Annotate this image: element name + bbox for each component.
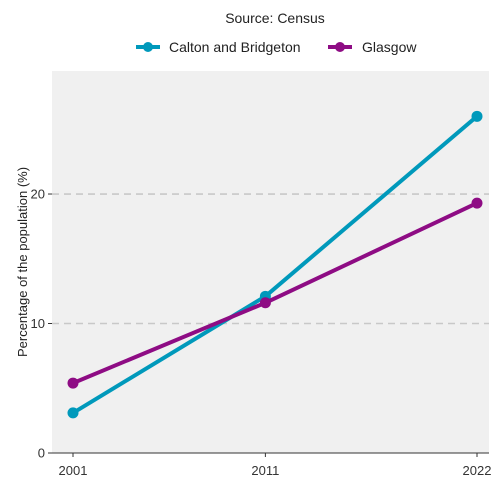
y-tick-label-20: 20 bbox=[31, 187, 45, 202]
legend-label-calton: Calton and Bridgeton bbox=[169, 39, 301, 55]
y-axis-title: Percentage of the population (%) bbox=[15, 167, 30, 357]
x-tick-label-2022: 2022 bbox=[463, 463, 492, 478]
legend-marker-glasgow bbox=[335, 42, 345, 52]
x-tick-label-2001: 2001 bbox=[59, 463, 88, 478]
x-tick-label-2011: 2011 bbox=[251, 463, 279, 478]
legend-label-glasgow: Glasgow bbox=[362, 39, 417, 55]
y-axis-ticks: 0 10 20 bbox=[31, 187, 52, 461]
point-glasgow-2001 bbox=[67, 377, 79, 389]
y-tick-label-0: 0 bbox=[38, 446, 45, 461]
point-glasgow-2011 bbox=[259, 297, 271, 309]
point-calton-2001 bbox=[67, 407, 79, 419]
legend-item-calton: Calton and Bridgeton bbox=[136, 39, 301, 55]
legend-marker-calton bbox=[143, 42, 153, 52]
x-axis-ticks: 2001 2011 2022 bbox=[59, 453, 492, 478]
y-tick-label-10: 10 bbox=[31, 316, 45, 331]
chart-subtitle: Source: Census bbox=[225, 10, 325, 26]
legend-item-glasgow: Glasgow bbox=[328, 39, 417, 55]
legend: Calton and Bridgeton Glasgow bbox=[136, 39, 417, 55]
plot-panel bbox=[52, 71, 489, 453]
gridlines bbox=[52, 193, 489, 325]
point-calton-2022 bbox=[471, 110, 483, 122]
point-glasgow-2022 bbox=[471, 197, 483, 209]
series-layer bbox=[67, 110, 483, 419]
